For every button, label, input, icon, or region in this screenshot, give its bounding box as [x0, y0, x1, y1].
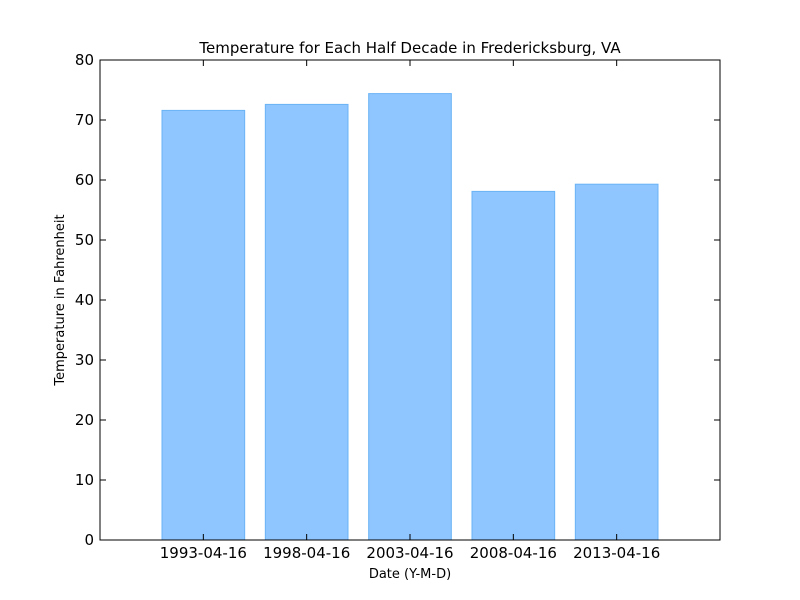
x-tick-label: 2008-04-16	[470, 544, 557, 562]
y-tick-label: 70	[75, 111, 94, 129]
y-tick-label: 60	[75, 171, 94, 189]
x-tick-label: 1998-04-16	[263, 544, 350, 562]
y-tick-label: 0	[84, 531, 94, 549]
y-axis-ticks: 0 10 20 30 40 50 60 70 80	[75, 51, 720, 549]
chart-title: Temperature for Each Half Decade in Fred…	[198, 39, 621, 57]
x-axis-label: Date (Y-M-D)	[369, 567, 451, 582]
x-tick-label: 2013-04-16	[573, 544, 660, 562]
bar-2003-04-16	[368, 93, 452, 541]
bar-1993-04-16	[161, 109, 246, 541]
x-axis-ticks: 1993-04-16 1998-04-16 2003-04-16 2008-04-16…	[160, 60, 660, 562]
y-tick-label: 80	[75, 51, 94, 69]
x-tick-label: 2003-04-16	[366, 544, 453, 562]
bar-2008-04-16	[471, 190, 556, 541]
bar-1998-04-16	[264, 103, 349, 541]
y-tick-label: 10	[75, 471, 94, 489]
bars-group	[161, 93, 659, 541]
y-tick-label: 50	[75, 231, 94, 249]
y-tick-label: 40	[75, 291, 94, 309]
y-axis-label: Temperature in Fahrenheit	[53, 214, 68, 386]
y-tick-label: 20	[75, 411, 94, 429]
x-tick-label: 1993-04-16	[160, 544, 247, 562]
bar-2013-04-16	[574, 183, 659, 541]
y-tick-label: 30	[75, 351, 94, 369]
